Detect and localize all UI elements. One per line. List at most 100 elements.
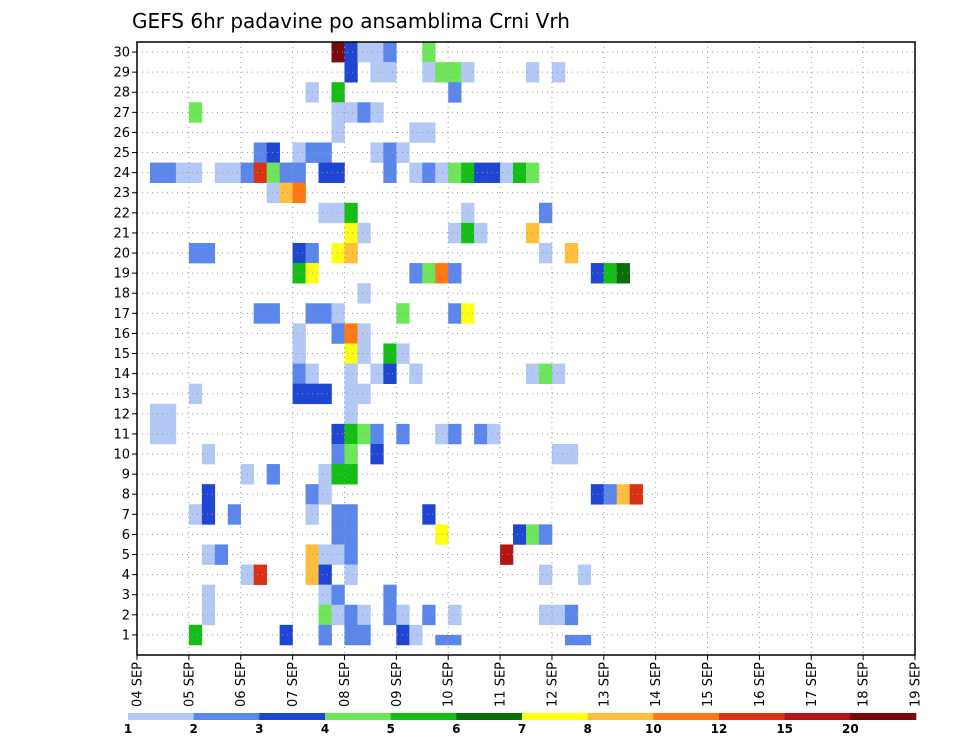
legend-swatch [390, 713, 457, 720]
heatmap-cell [435, 634, 449, 646]
y-tick-label: 14 [113, 367, 130, 382]
heatmap-cell [448, 423, 462, 445]
x-tick-label: 06 SEP [234, 662, 249, 707]
heatmap-cell [318, 162, 332, 183]
heatmap-cell [162, 423, 177, 445]
heatmap-cell [344, 363, 358, 384]
heatmap-cell [188, 504, 203, 525]
legend-label: 12 [711, 722, 728, 736]
heatmap-cell [409, 624, 423, 646]
y-tick-label: 4 [122, 568, 130, 583]
heatmap-cell [318, 634, 332, 646]
heatmap-cell [292, 383, 306, 405]
legend-label: 5 [386, 722, 394, 736]
y-tick-label: 25 [113, 146, 130, 161]
heatmap-cell [331, 162, 345, 183]
y-tick-label: 17 [113, 307, 130, 322]
heatmap-cell [266, 182, 280, 204]
y-tick-label: 1 [122, 628, 130, 643]
legend-swatch [653, 713, 720, 720]
heatmap-cell [331, 323, 345, 344]
x-tick-label: 08 SEP [338, 662, 353, 707]
legend-label: 6 [452, 722, 460, 736]
y-tick-label: 12 [113, 407, 130, 422]
heatmap-cell [149, 403, 164, 425]
legend-swatch [719, 713, 785, 720]
heatmap-cell [344, 222, 358, 244]
heatmap-cell [357, 323, 371, 344]
heatmap-cell [616, 484, 631, 505]
heatmap-cell [409, 162, 423, 183]
legend-swatch [522, 713, 588, 720]
legend-swatch [587, 713, 654, 720]
plot-frame [136, 41, 916, 656]
heatmap-cell [448, 222, 462, 244]
y-tick-label: 11 [113, 427, 130, 442]
heatmap-cell [149, 162, 164, 183]
heatmap-cell [214, 544, 229, 565]
y-tick-label: 20 [113, 247, 130, 262]
heatmap-cell [383, 62, 397, 83]
y-tick-label: 24 [113, 166, 130, 181]
heatmap-cell [266, 464, 280, 485]
heatmap-cell [344, 242, 358, 264]
heatmap-cell [279, 182, 293, 204]
x-tick-label: 16 SEP [753, 662, 768, 707]
heatmap-cell [435, 162, 449, 183]
y-tick-label: 18 [113, 287, 130, 302]
heatmap-cell [551, 363, 566, 384]
heatmap-cell [344, 624, 358, 646]
y-tick-label: 19 [113, 267, 130, 282]
x-tick-label: 13 SEP [597, 662, 612, 707]
heatmap-cell [331, 604, 345, 626]
heatmap-cell [331, 42, 345, 63]
heatmap-cell [201, 484, 216, 505]
heatmap-cell [577, 564, 592, 585]
x-tick-label: 11 SEP [494, 662, 509, 707]
heatmap-cell [513, 162, 527, 183]
heatmap-cell [292, 242, 306, 264]
legend-label: 7 [518, 722, 526, 736]
heatmap-cell [409, 263, 423, 284]
legend-swatch [456, 713, 523, 720]
heatmap-cell [344, 403, 358, 425]
heatmap-cell [188, 162, 203, 183]
heatmap-cell [629, 484, 643, 505]
y-tick-label: 3 [122, 588, 130, 603]
heatmap-cell [357, 604, 371, 626]
x-tick-label: 09 SEP [390, 662, 405, 707]
legend-label: 1 [124, 722, 132, 736]
heatmap-cell [448, 62, 462, 83]
heatmap-cell [149, 423, 164, 445]
legend-label: 10 [645, 722, 662, 736]
legend-label: 3 [255, 722, 263, 736]
heatmap-cell [279, 624, 293, 646]
x-tick-label: 19 SEP [909, 662, 924, 707]
y-tick-label: 15 [113, 347, 130, 362]
heatmap-cell [214, 162, 229, 183]
heatmap-cell [564, 634, 579, 646]
heatmap-cell [422, 62, 436, 83]
heatmap-cell [331, 524, 345, 545]
y-tick-label: 16 [113, 327, 130, 342]
heatmap-cell [357, 42, 371, 63]
legend-label: 4 [321, 722, 329, 736]
heatmap-cell [318, 584, 332, 606]
x-tick-label: 05 SEP [182, 662, 197, 707]
legend-swatch [128, 713, 194, 720]
y-tick-label: 7 [122, 508, 130, 523]
legend-swatch [259, 713, 326, 720]
legend-label: 8 [583, 722, 591, 736]
heatmap-cell [564, 604, 579, 626]
heatmap-cell [422, 263, 436, 284]
heatmap-cell [188, 242, 203, 264]
heatmap-cell [331, 443, 345, 465]
heatmap-cell [162, 162, 177, 183]
legend-swatch [850, 713, 917, 720]
heatmap-cell [435, 423, 449, 445]
heatmap-cell [292, 323, 306, 344]
heatmap-cell [344, 102, 358, 123]
heatmap-cell [253, 162, 267, 183]
heatmap-cell [435, 263, 449, 284]
